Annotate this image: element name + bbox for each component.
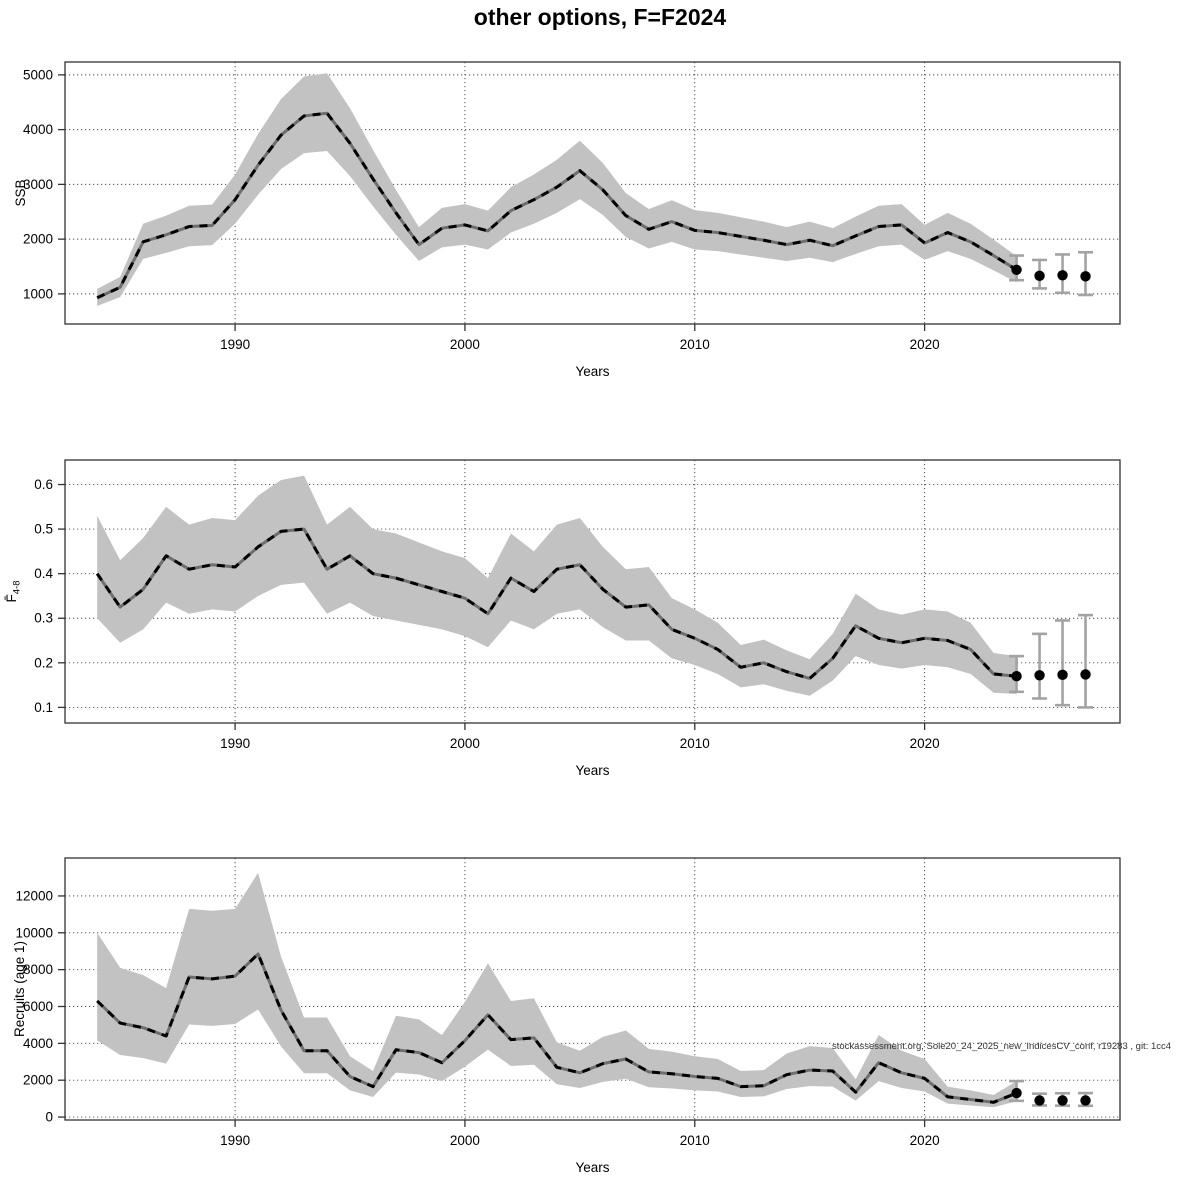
recruits-y-axis-label: Recruits (age 1) — [12, 941, 27, 1037]
ssb-x-tick-label: 2010 — [680, 337, 710, 352]
fbar-y-axis-label: F̄4-8 — [4, 581, 23, 603]
fbar-plot-frame — [64, 459, 1121, 724]
ssb-forecast-dot — [1011, 264, 1022, 275]
fbar-x-tick-label: 2010 — [680, 736, 710, 751]
fbar-median-line-dashes — [95, 527, 1017, 680]
recruits-x-axis-label: Years — [575, 1160, 609, 1175]
ssb-y-tick-label: 3000 — [23, 177, 53, 192]
fbar-y-tick-label: 0.4 — [34, 566, 53, 581]
fbar-x-tick-label: 2000 — [450, 736, 480, 751]
recruits-y-tick-label: 2000 — [23, 1073, 53, 1088]
recruits-x-tick-label: 2020 — [910, 1133, 940, 1148]
fbar-forecast-dot — [1057, 669, 1068, 681]
ssb-x-tick-label: 2020 — [910, 337, 940, 352]
fbar-forecast-dot — [1034, 670, 1045, 681]
recruits-x-tick-label: 1990 — [220, 1133, 250, 1148]
ssb-y-axis-label: SSB — [13, 179, 28, 206]
recruits-plot-frame — [64, 857, 1121, 1121]
recruits-y-tick-label: 6000 — [23, 999, 53, 1014]
ssb-plot-frame — [64, 61, 1121, 325]
fbar-x-tick-label: 2020 — [910, 736, 940, 751]
recruits-y-tick-label: 8000 — [23, 962, 53, 977]
recruits-forecast-dot — [1080, 1095, 1091, 1106]
recruits-forecast-dot — [1011, 1087, 1022, 1099]
ssb-x-tick-label: 1990 — [220, 337, 250, 352]
fbar-x-tick-label: 1990 — [220, 736, 250, 751]
fbar-y-tick-label: 0.3 — [34, 611, 53, 626]
recruits-median-line-dashes — [96, 952, 1018, 1104]
ssb-x-tick-label: 2000 — [450, 337, 480, 352]
figure-title: other options, F=F2024 — [473, 4, 727, 30]
fbar-x-axis-label: Years — [575, 763, 609, 778]
recruits-y-tick-label: 4000 — [23, 1036, 53, 1051]
fbar-y-tick-label: 0.6 — [34, 477, 53, 492]
recruits-x-tick-label: 2010 — [680, 1133, 710, 1148]
fbar-forecast-dot — [1011, 670, 1022, 682]
ssb-forecast-dot — [1057, 270, 1068, 281]
recruits-forecast-dot — [1057, 1095, 1068, 1106]
fbar-y-tick-label: 0.1 — [34, 700, 53, 715]
ssb-median-line-dashes — [96, 111, 1018, 300]
recruits-confidence-ribbon — [97, 872, 1017, 1108]
fbar-y-tick-label: 0.2 — [34, 655, 53, 670]
ssb-x-axis-label: Years — [575, 364, 609, 379]
annotation-watermark: stockassessment.org, Sole20_24_2025_new_… — [832, 1041, 1171, 1052]
ssb-forecast-dot — [1034, 270, 1045, 282]
fbar-y-tick-label: 0.5 — [34, 522, 53, 537]
recruits-forecast-dot — [1034, 1095, 1045, 1106]
fbar-confidence-ribbon — [97, 475, 1017, 696]
ssb-y-tick-label: 2000 — [23, 232, 53, 247]
recruits-y-tick-label: 12000 — [15, 888, 53, 903]
ssb-confidence-ribbon — [97, 73, 1017, 306]
fbar-forecast-dot — [1080, 669, 1091, 680]
recruits-x-tick-label: 2000 — [450, 1133, 480, 1148]
ssb-forecast-dot — [1080, 271, 1091, 282]
recruits-y-tick-label: 10000 — [15, 925, 53, 940]
ssb-y-tick-label: 1000 — [23, 286, 53, 301]
ssb-y-tick-label: 5000 — [23, 67, 53, 82]
ssb-y-tick-label: 4000 — [23, 122, 53, 137]
recruits-y-tick-label: 0 — [45, 1110, 53, 1125]
